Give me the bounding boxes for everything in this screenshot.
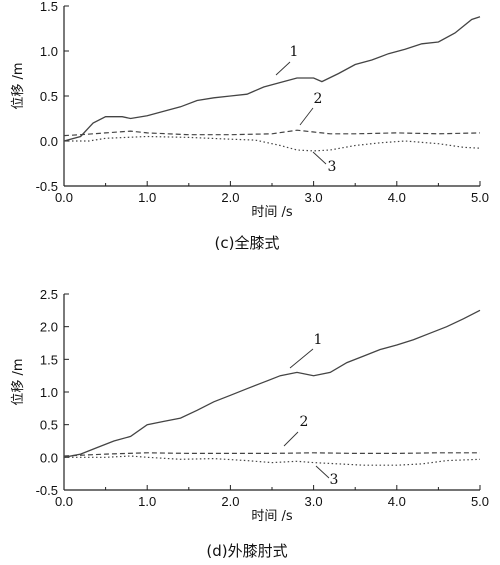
series-2-line xyxy=(63,129,481,137)
series-2-label: 2 xyxy=(300,414,309,430)
x-tick-label: 5.0 xyxy=(471,190,489,205)
y-tick-label: 0.5 xyxy=(40,418,58,433)
x-tick-label: 2.0 xyxy=(221,190,239,205)
x-tick-label: 1.0 xyxy=(138,190,156,205)
y-tick-label: -0.5 xyxy=(36,179,58,194)
panel-c: (c)全膝式 xyxy=(215,234,280,252)
series-1-line xyxy=(63,309,481,458)
series-3-label: 3 xyxy=(328,159,337,175)
y-tick-label: 0.0 xyxy=(40,134,58,149)
y-tick-label: 1.5 xyxy=(40,0,58,14)
series-2-line xyxy=(63,452,480,457)
series-1-label: 1 xyxy=(290,44,299,60)
panel-d-caption: (d)外膝肘式 xyxy=(206,542,287,560)
y-tick-label: 0.0 xyxy=(40,450,58,465)
x-tick-label: 3.0 xyxy=(305,494,323,509)
x-tick-label: 4.0 xyxy=(388,494,406,509)
x-tick-label: 2.0 xyxy=(221,494,239,509)
series-2-leader xyxy=(283,431,299,447)
series-1-leader xyxy=(275,61,291,76)
panel-d: (d)外膝肘式 xyxy=(206,542,287,560)
series-3-label: 3 xyxy=(330,472,339,488)
series-3-leader xyxy=(315,465,330,479)
series-1-leader xyxy=(289,348,314,369)
x-axis-label: 时间 /s xyxy=(251,509,293,524)
y-axis-label: 位移 /m xyxy=(11,62,26,109)
x-tick-label: 0.0 xyxy=(55,494,73,509)
x-axis-label: 时间 /s xyxy=(251,205,293,220)
series-1-line xyxy=(63,16,481,142)
x-tick-label: 5.0 xyxy=(471,494,489,509)
y-tick-label: 1.0 xyxy=(40,385,58,400)
y-tick-label: 2.5 xyxy=(40,287,58,302)
plot-d: 0.0 1.0 2.0 3.0 4.0 5.0-0.50.00.51.01.52.02.5… xyxy=(11,287,489,524)
series-3-line xyxy=(64,135,481,152)
y-tick-label: -0.5 xyxy=(36,483,58,498)
x-tick-label: 4.0 xyxy=(388,190,406,205)
x-tick-label: 0.0 xyxy=(55,190,73,205)
series-2-leader xyxy=(299,107,314,126)
plot-c: 0.0 1.0 2.0 3.0 4.0 5.0-0.50.00.51.01.5时间 /s位… xyxy=(11,0,489,220)
y-axis-label: 位移 /m xyxy=(11,358,26,405)
y-tick-label: 0.5 xyxy=(40,89,58,104)
y-tick-label: 1.5 xyxy=(40,352,58,367)
series-3-line xyxy=(64,455,481,466)
x-tick-label: 3.0 xyxy=(305,190,323,205)
series-3-leader xyxy=(312,151,327,165)
series-1-label: 1 xyxy=(314,332,323,348)
y-tick-label: 1.0 xyxy=(40,44,58,59)
series-2-label: 2 xyxy=(314,91,323,107)
panel-c-caption: (c)全膝式 xyxy=(215,234,280,252)
x-tick-label: 1.0 xyxy=(138,494,156,509)
y-tick-label: 2.0 xyxy=(40,320,58,335)
